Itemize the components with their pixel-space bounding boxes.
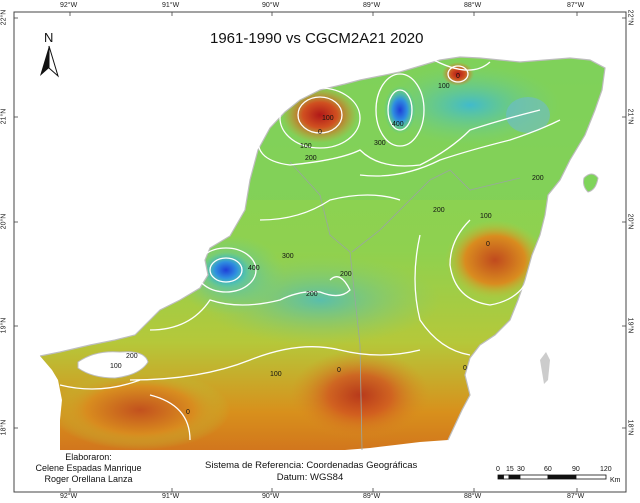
contour-label: 0: [337, 367, 341, 374]
scale-label: 30: [517, 466, 525, 473]
contour-lines: [59, 57, 561, 441]
credits: Elaboraron: Celene Espadas Manrique Roge…: [16, 452, 161, 485]
contour-label: 200: [532, 175, 544, 182]
map-border: [13, 11, 627, 493]
map-title: 1961-1990 vs CGCM2A21 2020: [210, 30, 424, 47]
lat-tick-right: 18°N: [626, 419, 634, 436]
lon-tick-top: 92°W: [60, 2, 78, 9]
scale-label: 120: [600, 466, 612, 473]
contour-label: 0: [318, 129, 322, 136]
contour-label: 0: [463, 365, 467, 372]
north-arrow-icon: N: [40, 30, 59, 78]
state-boundaries: [289, 161, 521, 451]
contour-label: 300: [282, 253, 294, 260]
lon-tick-top: 88°W: [464, 2, 482, 9]
lon-tick-bottom: 92°W: [60, 493, 78, 500]
scale-bar: 0 15 30 60 90 120 Km: [496, 466, 621, 484]
lat-tick-right: 20°N: [626, 213, 634, 230]
contour-label: 400: [248, 265, 260, 272]
contour-label: 0: [486, 241, 490, 248]
lon-tick-bottom: 90°W: [262, 493, 280, 500]
lon-tick-bottom: 88°W: [464, 493, 482, 500]
scale-label: 0: [496, 466, 500, 473]
lat-tick-left: 21°N: [0, 108, 8, 125]
scale-unit: Km: [610, 477, 621, 484]
lat-tick-left: 19°N: [0, 317, 8, 334]
contour-label: 300: [374, 140, 386, 147]
lagoon: [77, 351, 149, 379]
credits-author: Celene Espadas Manrique: [35, 463, 142, 473]
contour-label: 100: [438, 83, 450, 90]
scale-label: 60: [544, 466, 552, 473]
lat-tick-left: 20°N: [0, 213, 8, 230]
contour-label: 400: [392, 121, 404, 128]
contour-label: 200: [340, 271, 352, 278]
contour-label: 0: [186, 409, 190, 416]
contour-label: 200: [305, 155, 317, 162]
lat-tick-right: 22°N: [626, 9, 634, 26]
lat-tick-right: 19°N: [626, 317, 634, 334]
contour-label: 100: [480, 213, 492, 220]
lon-tick-bottom: 91°W: [162, 493, 180, 500]
reference-line: Sistema de Referencia: Coordenadas Geogr…: [205, 460, 418, 471]
islets: [540, 352, 550, 384]
contour-label: 200: [433, 207, 445, 214]
lon-tick-bottom: 87°W: [567, 493, 585, 500]
lon-tick-top: 87°W: [567, 2, 585, 9]
lon-tick-top: 90°W: [262, 2, 280, 9]
lon-tick-top: 91°W: [162, 2, 180, 9]
contour-label: 200: [306, 291, 318, 298]
island: [583, 173, 599, 193]
credits-author: Roger Orellana Lanza: [44, 474, 133, 484]
reference-datum: Datum: WGS84: [276, 472, 344, 483]
credits-heading: Elaboraron:: [65, 452, 112, 462]
lon-tick-top: 89°W: [363, 2, 381, 9]
lat-tick-right: 21°N: [626, 108, 634, 125]
lon-tick-bottom: 89°W: [363, 493, 381, 500]
contour-label: 100: [322, 115, 334, 122]
contour-label: 0: [456, 73, 460, 80]
scale-label: 15: [506, 466, 514, 473]
contour-label: 100: [110, 363, 122, 370]
lat-tick-left: 18°N: [0, 419, 8, 436]
scale-label: 90: [572, 466, 580, 473]
contour-label: 200: [126, 353, 138, 360]
north-label: N: [44, 30, 53, 45]
lat-tick-left: 22°N: [0, 9, 8, 26]
coastline: [39, 56, 606, 441]
contour-label: 100: [300, 143, 312, 150]
reference-system: Sistema de Referencia: Coordenadas Geogr…: [205, 460, 418, 484]
contour-label: 100: [270, 371, 282, 378]
